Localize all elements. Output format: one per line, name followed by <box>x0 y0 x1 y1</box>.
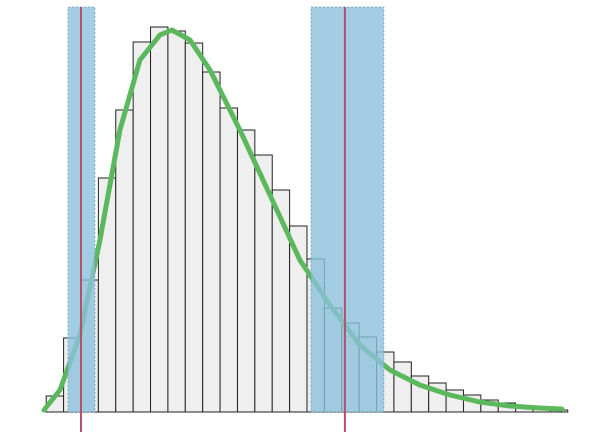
shaded-region <box>310 6 385 413</box>
histogram-bar <box>236 129 256 413</box>
histogram-bar <box>115 109 134 413</box>
histogram-bar <box>202 71 221 413</box>
histogram-bar <box>184 42 204 413</box>
histogram-bar <box>167 30 186 413</box>
density-curve <box>41 27 565 413</box>
histogram-bar <box>393 361 412 413</box>
histogram-bar <box>150 26 169 413</box>
histogram-bar <box>132 41 152 413</box>
histogram-bar <box>219 107 238 413</box>
